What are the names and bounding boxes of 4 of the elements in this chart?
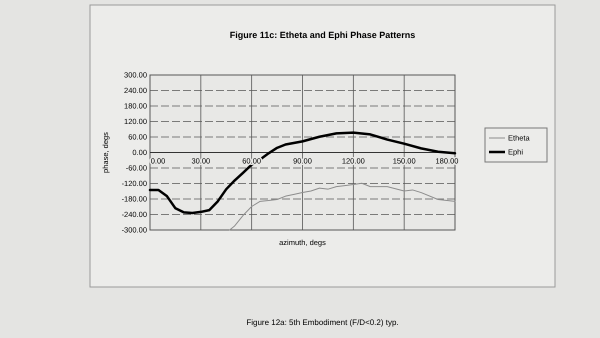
chart-title: Figure 11c: Etheta and Ephi Phase Patterns	[230, 30, 416, 40]
line-series	[229, 182, 456, 230]
caption: Figure 12a: 5th Embodiment (F/D<0.2) typ.	[246, 318, 399, 327]
line-series	[148, 131, 456, 214]
